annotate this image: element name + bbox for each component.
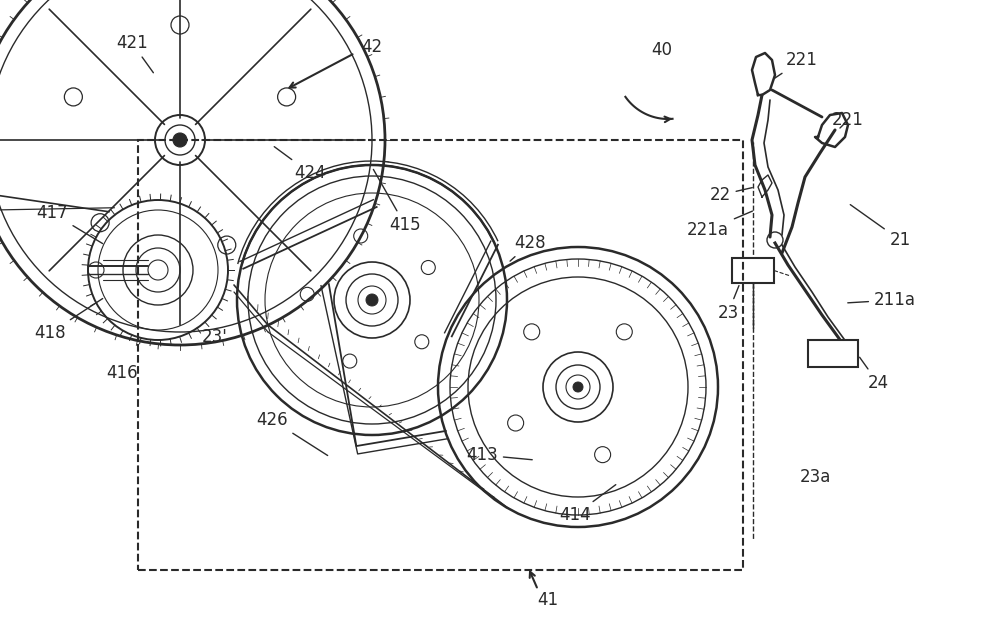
Text: 421: 421 bbox=[116, 34, 153, 72]
Bar bbox=[138, 140, 743, 570]
Bar bbox=[732, 258, 774, 283]
Text: 416: 416 bbox=[106, 364, 138, 382]
Text: 414: 414 bbox=[559, 484, 616, 524]
Text: 211a: 211a bbox=[848, 291, 916, 309]
Text: 418: 418 bbox=[34, 299, 103, 342]
Text: 426: 426 bbox=[256, 411, 328, 456]
Text: 415: 415 bbox=[373, 169, 421, 234]
Text: 428: 428 bbox=[510, 234, 546, 261]
Text: 417: 417 bbox=[36, 204, 103, 244]
Text: 23a: 23a bbox=[799, 468, 831, 486]
Circle shape bbox=[173, 133, 187, 147]
Text: 221: 221 bbox=[832, 111, 864, 129]
Text: 22: 22 bbox=[709, 186, 752, 204]
Text: 24: 24 bbox=[860, 357, 889, 392]
Circle shape bbox=[573, 382, 583, 392]
Text: 413: 413 bbox=[466, 446, 532, 464]
Text: 23: 23 bbox=[717, 286, 739, 322]
Circle shape bbox=[366, 294, 378, 306]
Text: 40: 40 bbox=[652, 41, 672, 59]
Text: 424: 424 bbox=[274, 147, 326, 182]
Text: 42: 42 bbox=[361, 38, 383, 56]
Bar bbox=[808, 340, 858, 367]
Text: 221a: 221a bbox=[687, 211, 752, 239]
Text: 21: 21 bbox=[850, 204, 911, 249]
Text: 23': 23' bbox=[202, 328, 228, 346]
Text: 221: 221 bbox=[774, 51, 818, 79]
Text: 41: 41 bbox=[537, 591, 559, 609]
